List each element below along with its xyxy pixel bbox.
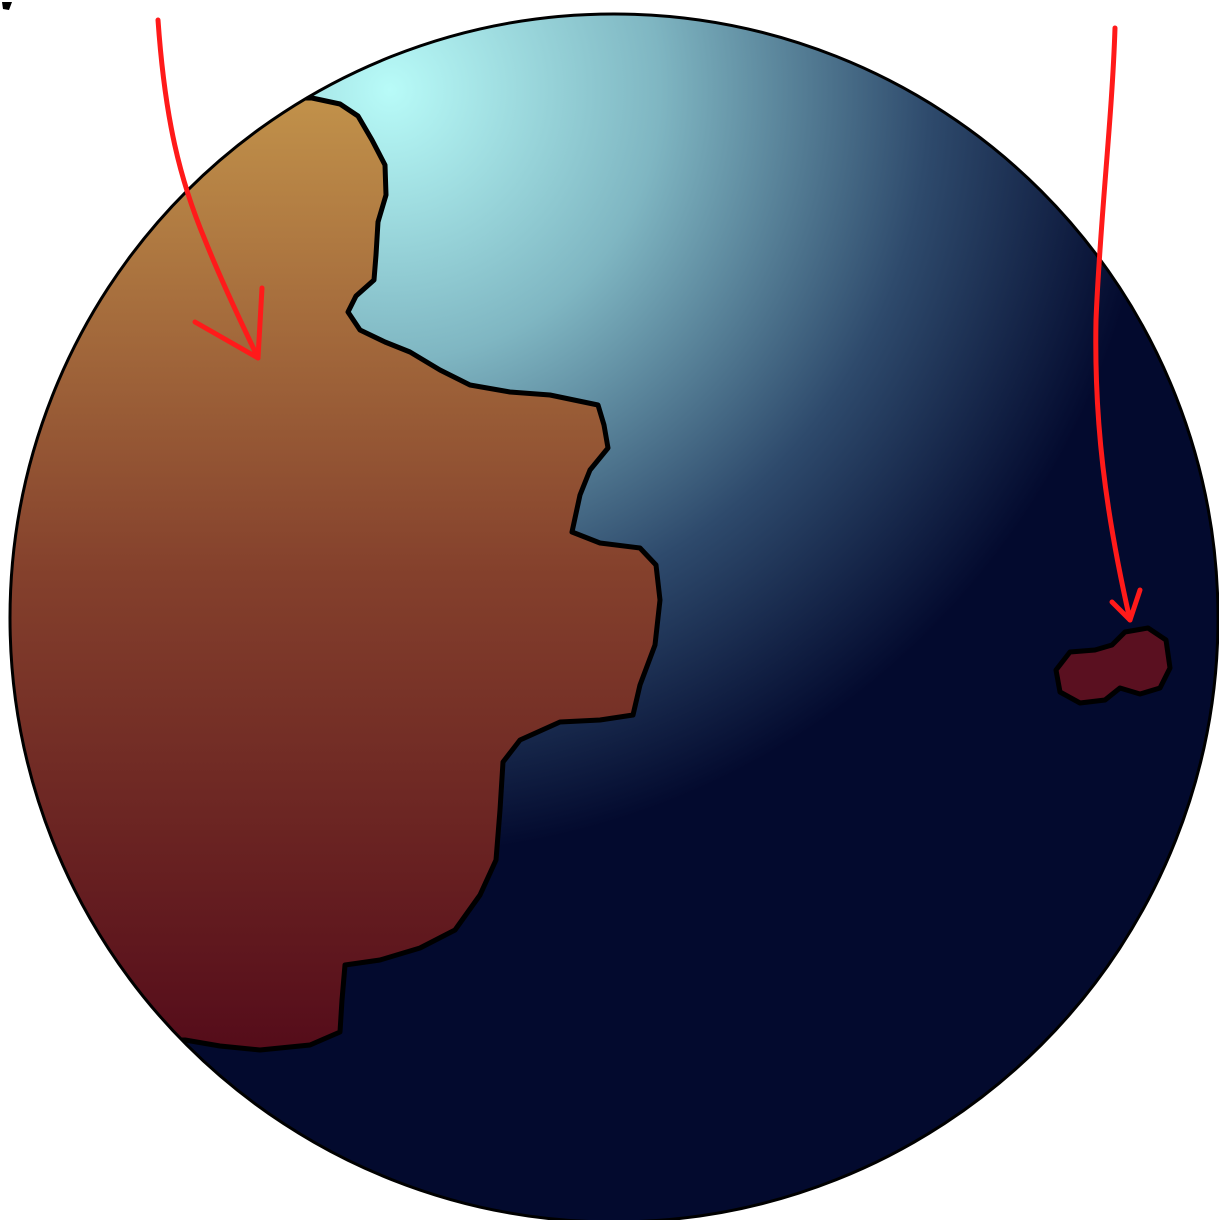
arrow-left-shaft xyxy=(155,17,261,361)
continent xyxy=(10,95,663,1053)
globe-outline xyxy=(8,12,1219,1220)
landmass-group xyxy=(10,95,1173,1053)
arrows xyxy=(155,17,1143,623)
arrow-left-head xyxy=(192,285,265,361)
arrow-right-head xyxy=(1109,587,1143,623)
arrow-right-shaft xyxy=(1093,25,1133,623)
corner-mark xyxy=(2,2,12,10)
island xyxy=(1053,625,1173,706)
